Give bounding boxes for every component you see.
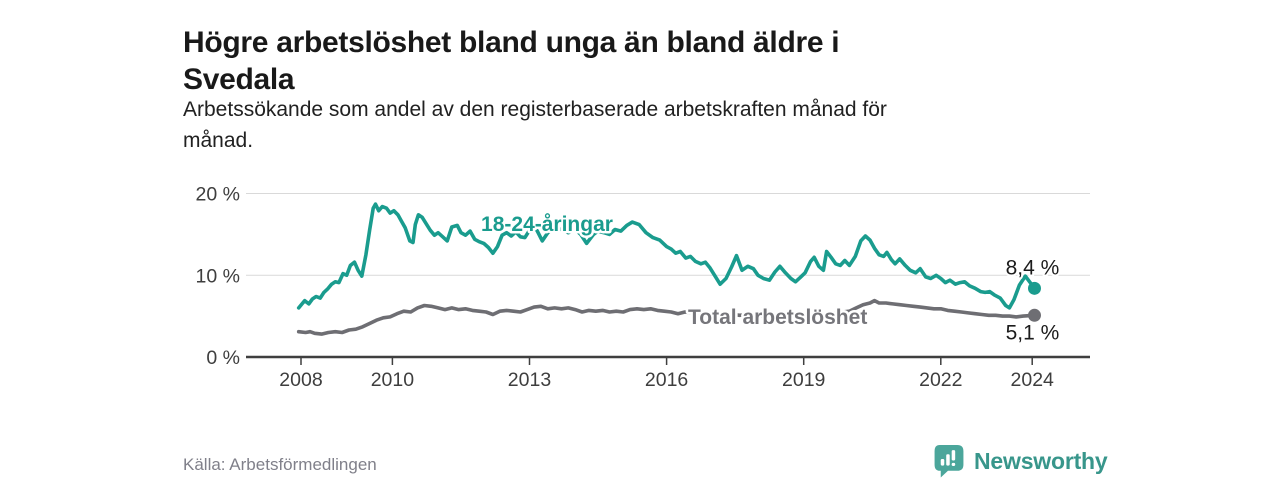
x-tick-label: 2024 (1011, 369, 1055, 391)
chart-overlay: 18-24-åringar Total arbetslöshet 8,4 % 5,… (479, 211, 1062, 347)
series-line-total (296, 298, 1037, 336)
logo-bar-chart-glyph (940, 450, 956, 466)
x-tick-label: 2019 (782, 369, 825, 391)
y-tick-label: 10 % (196, 265, 240, 287)
title-line-2: Svedala (183, 63, 295, 97)
subtitle-line-1: Arbetssökande som andel av den registerb… (183, 98, 887, 121)
title-line-1: Högre arbetslöshet bland unga än bland ä… (183, 26, 840, 60)
y-tick-label: 20 % (196, 184, 240, 206)
newsworthy-wordmark: Newsworthy (974, 447, 1108, 474)
end-value-label-total: 5,1 % (1006, 321, 1060, 344)
chart-subtitle: Arbetssökande som andel av den registerb… (183, 94, 887, 156)
y-tick-label: 0 % (206, 347, 240, 369)
page-title: Högre arbetslöshet bland unga än bland ä… (183, 24, 840, 98)
end-dot-total (1027, 308, 1041, 322)
series-label-youth: 18-24-åringar (481, 213, 613, 236)
series-line-youth (296, 202, 1037, 310)
source-note: Källa: Arbetsförmedlingen (183, 455, 377, 474)
x-tick-label: 2016 (645, 369, 688, 391)
end-value-label-youth: 8,4 % (1006, 256, 1060, 279)
newsworthy-logo: Newsworthy (932, 444, 1108, 478)
x-tick-label: 2008 (279, 369, 322, 391)
x-tick-label: 2013 (508, 369, 551, 391)
newsworthy-logo-icon (934, 445, 964, 478)
x-tick-label: 2010 (371, 369, 415, 391)
subtitle-line-2: månad. (183, 129, 254, 152)
x-tick-label: 2022 (919, 369, 962, 391)
end-dot-youth (1027, 281, 1041, 295)
series-label-total: Total arbetslöshet (688, 306, 867, 329)
